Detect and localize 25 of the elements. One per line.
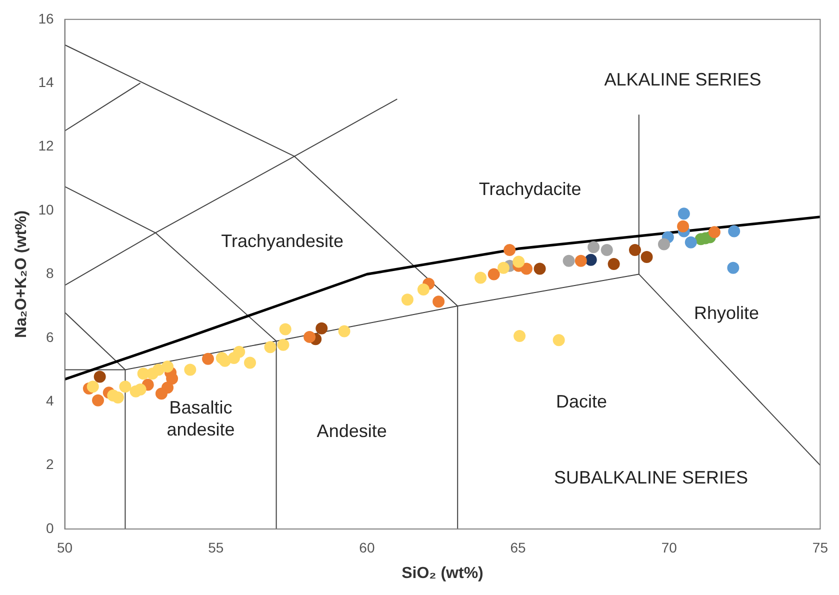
x-tick-label: 75 [812, 539, 828, 556]
y-axis-title: Na₂O+K₂O (wt%) [13, 210, 30, 338]
y-tick-label: 2 [46, 456, 54, 472]
y-tick-label: 16 [38, 10, 54, 26]
y-tick-label: 12 [38, 138, 54, 154]
annotation: Dacite [556, 392, 608, 412]
y-tick-label: 8 [46, 265, 54, 282]
annotation: Rhyolite [694, 302, 760, 323]
x-tick-label: 70 [661, 539, 678, 556]
x-tick-label: 50 [56, 539, 73, 556]
x-tick-label: 60 [359, 539, 375, 556]
y-tick-label: 10 [38, 201, 54, 218]
annotation: ALKALINE SERIES [604, 70, 762, 90]
x-tick-label: 55 [208, 539, 224, 556]
y-tick-label: 6 [46, 328, 54, 345]
y-tick-label: 4 [46, 392, 54, 408]
annotation: SUBALKALINE SERIES [554, 468, 748, 488]
annotation: Andesite [316, 421, 387, 442]
y-tick-label: 0 [46, 520, 54, 536]
y-tick-label: 14 [38, 74, 54, 90]
annotation: Trachyandesite [221, 231, 344, 252]
x-axis-title: SiO₂ (wt%) [402, 564, 484, 582]
annotation: Trachydacite [478, 179, 582, 200]
x-tick-label: 65 [510, 539, 526, 556]
annotation: Basaltic andesite [166, 397, 235, 440]
